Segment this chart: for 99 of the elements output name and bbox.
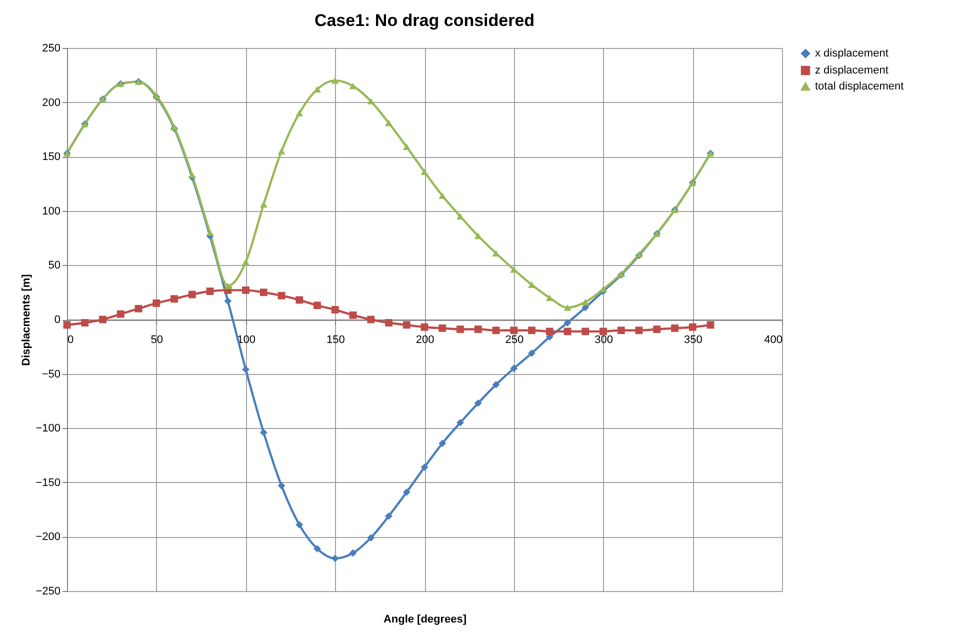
x-tick-label: 250	[505, 334, 524, 346]
y-tick-label: 50	[48, 260, 60, 272]
point	[600, 328, 607, 336]
point	[546, 328, 554, 336]
point	[438, 324, 446, 332]
point	[367, 316, 375, 324]
point	[206, 288, 214, 295]
point	[510, 326, 518, 334]
legend-label: z displacement	[815, 64, 888, 76]
y-tick-label: 0	[54, 314, 60, 326]
point	[242, 366, 250, 374]
point	[188, 172, 196, 178]
point	[224, 282, 232, 290]
point	[331, 554, 339, 562]
y-tick-label: −50	[42, 368, 60, 380]
point	[456, 213, 464, 220]
point	[402, 144, 410, 150]
point	[331, 77, 339, 84]
x-axis-title: Angle [degrees]	[383, 614, 467, 626]
x-tick-label: 150	[326, 334, 345, 346]
y-tick-label: −200	[36, 531, 60, 544]
point	[170, 295, 178, 303]
y-tick-label: −250	[36, 586, 60, 598]
point	[99, 316, 106, 324]
y-tick-label: −100	[36, 422, 60, 435]
legend-label: total displacement	[815, 80, 904, 92]
point	[278, 482, 286, 490]
point	[152, 300, 160, 307]
point	[402, 488, 410, 496]
point	[260, 288, 268, 296]
point	[528, 349, 536, 357]
point	[385, 319, 392, 326]
point	[314, 544, 321, 552]
point	[206, 229, 214, 236]
point	[278, 148, 286, 154]
point	[653, 326, 661, 333]
point	[314, 86, 321, 92]
point	[474, 399, 482, 407]
point	[260, 428, 268, 436]
point	[349, 311, 357, 319]
point	[706, 321, 714, 329]
point	[402, 321, 410, 329]
point	[438, 192, 446, 199]
point	[116, 310, 124, 318]
point	[81, 319, 89, 326]
legend-label: x displacement	[815, 48, 888, 60]
y-tick-label: 200	[42, 96, 60, 109]
y-tick-label: 250	[42, 42, 60, 54]
point	[296, 521, 304, 528]
point	[456, 326, 464, 333]
point	[188, 290, 196, 298]
point	[420, 323, 428, 331]
point	[528, 326, 536, 334]
x-tick-label: 300	[594, 334, 613, 346]
point	[349, 549, 357, 557]
point	[385, 512, 392, 520]
point	[420, 168, 428, 176]
chart-title: Case1: No drag considered	[314, 11, 535, 30]
point	[314, 302, 321, 310]
y-tick-label: 100	[42, 205, 60, 218]
point	[242, 286, 250, 294]
point	[349, 82, 357, 90]
point	[564, 304, 572, 311]
x-tick-label: 350	[684, 334, 702, 346]
point	[582, 298, 590, 306]
point	[296, 110, 304, 116]
y-axis-title: Displacments [m]	[20, 274, 33, 366]
point	[134, 304, 142, 312]
point	[260, 201, 268, 208]
point	[492, 380, 500, 388]
point	[331, 306, 339, 314]
x-tick-label: 400	[764, 334, 782, 346]
point	[420, 463, 428, 471]
point	[582, 328, 590, 336]
point	[456, 418, 464, 426]
point	[367, 534, 375, 542]
point	[367, 98, 375, 104]
x-tick-label: 0	[68, 334, 74, 346]
point	[617, 326, 625, 334]
point	[671, 324, 678, 332]
point	[474, 232, 482, 240]
point	[474, 326, 482, 333]
point	[600, 286, 607, 292]
point	[688, 323, 696, 331]
point	[635, 326, 643, 334]
point	[278, 292, 286, 300]
y-tick-label: 150	[42, 151, 60, 164]
point	[546, 294, 554, 301]
point	[492, 326, 500, 334]
point	[224, 297, 232, 305]
point	[385, 120, 392, 126]
point	[510, 364, 518, 372]
point	[438, 440, 446, 448]
point	[564, 328, 572, 336]
point	[296, 296, 304, 304]
x-tick-label: 200	[416, 334, 434, 346]
x-tick-label: 50	[150, 334, 163, 346]
point	[242, 258, 250, 266]
y-tick-label: −150	[36, 476, 60, 489]
